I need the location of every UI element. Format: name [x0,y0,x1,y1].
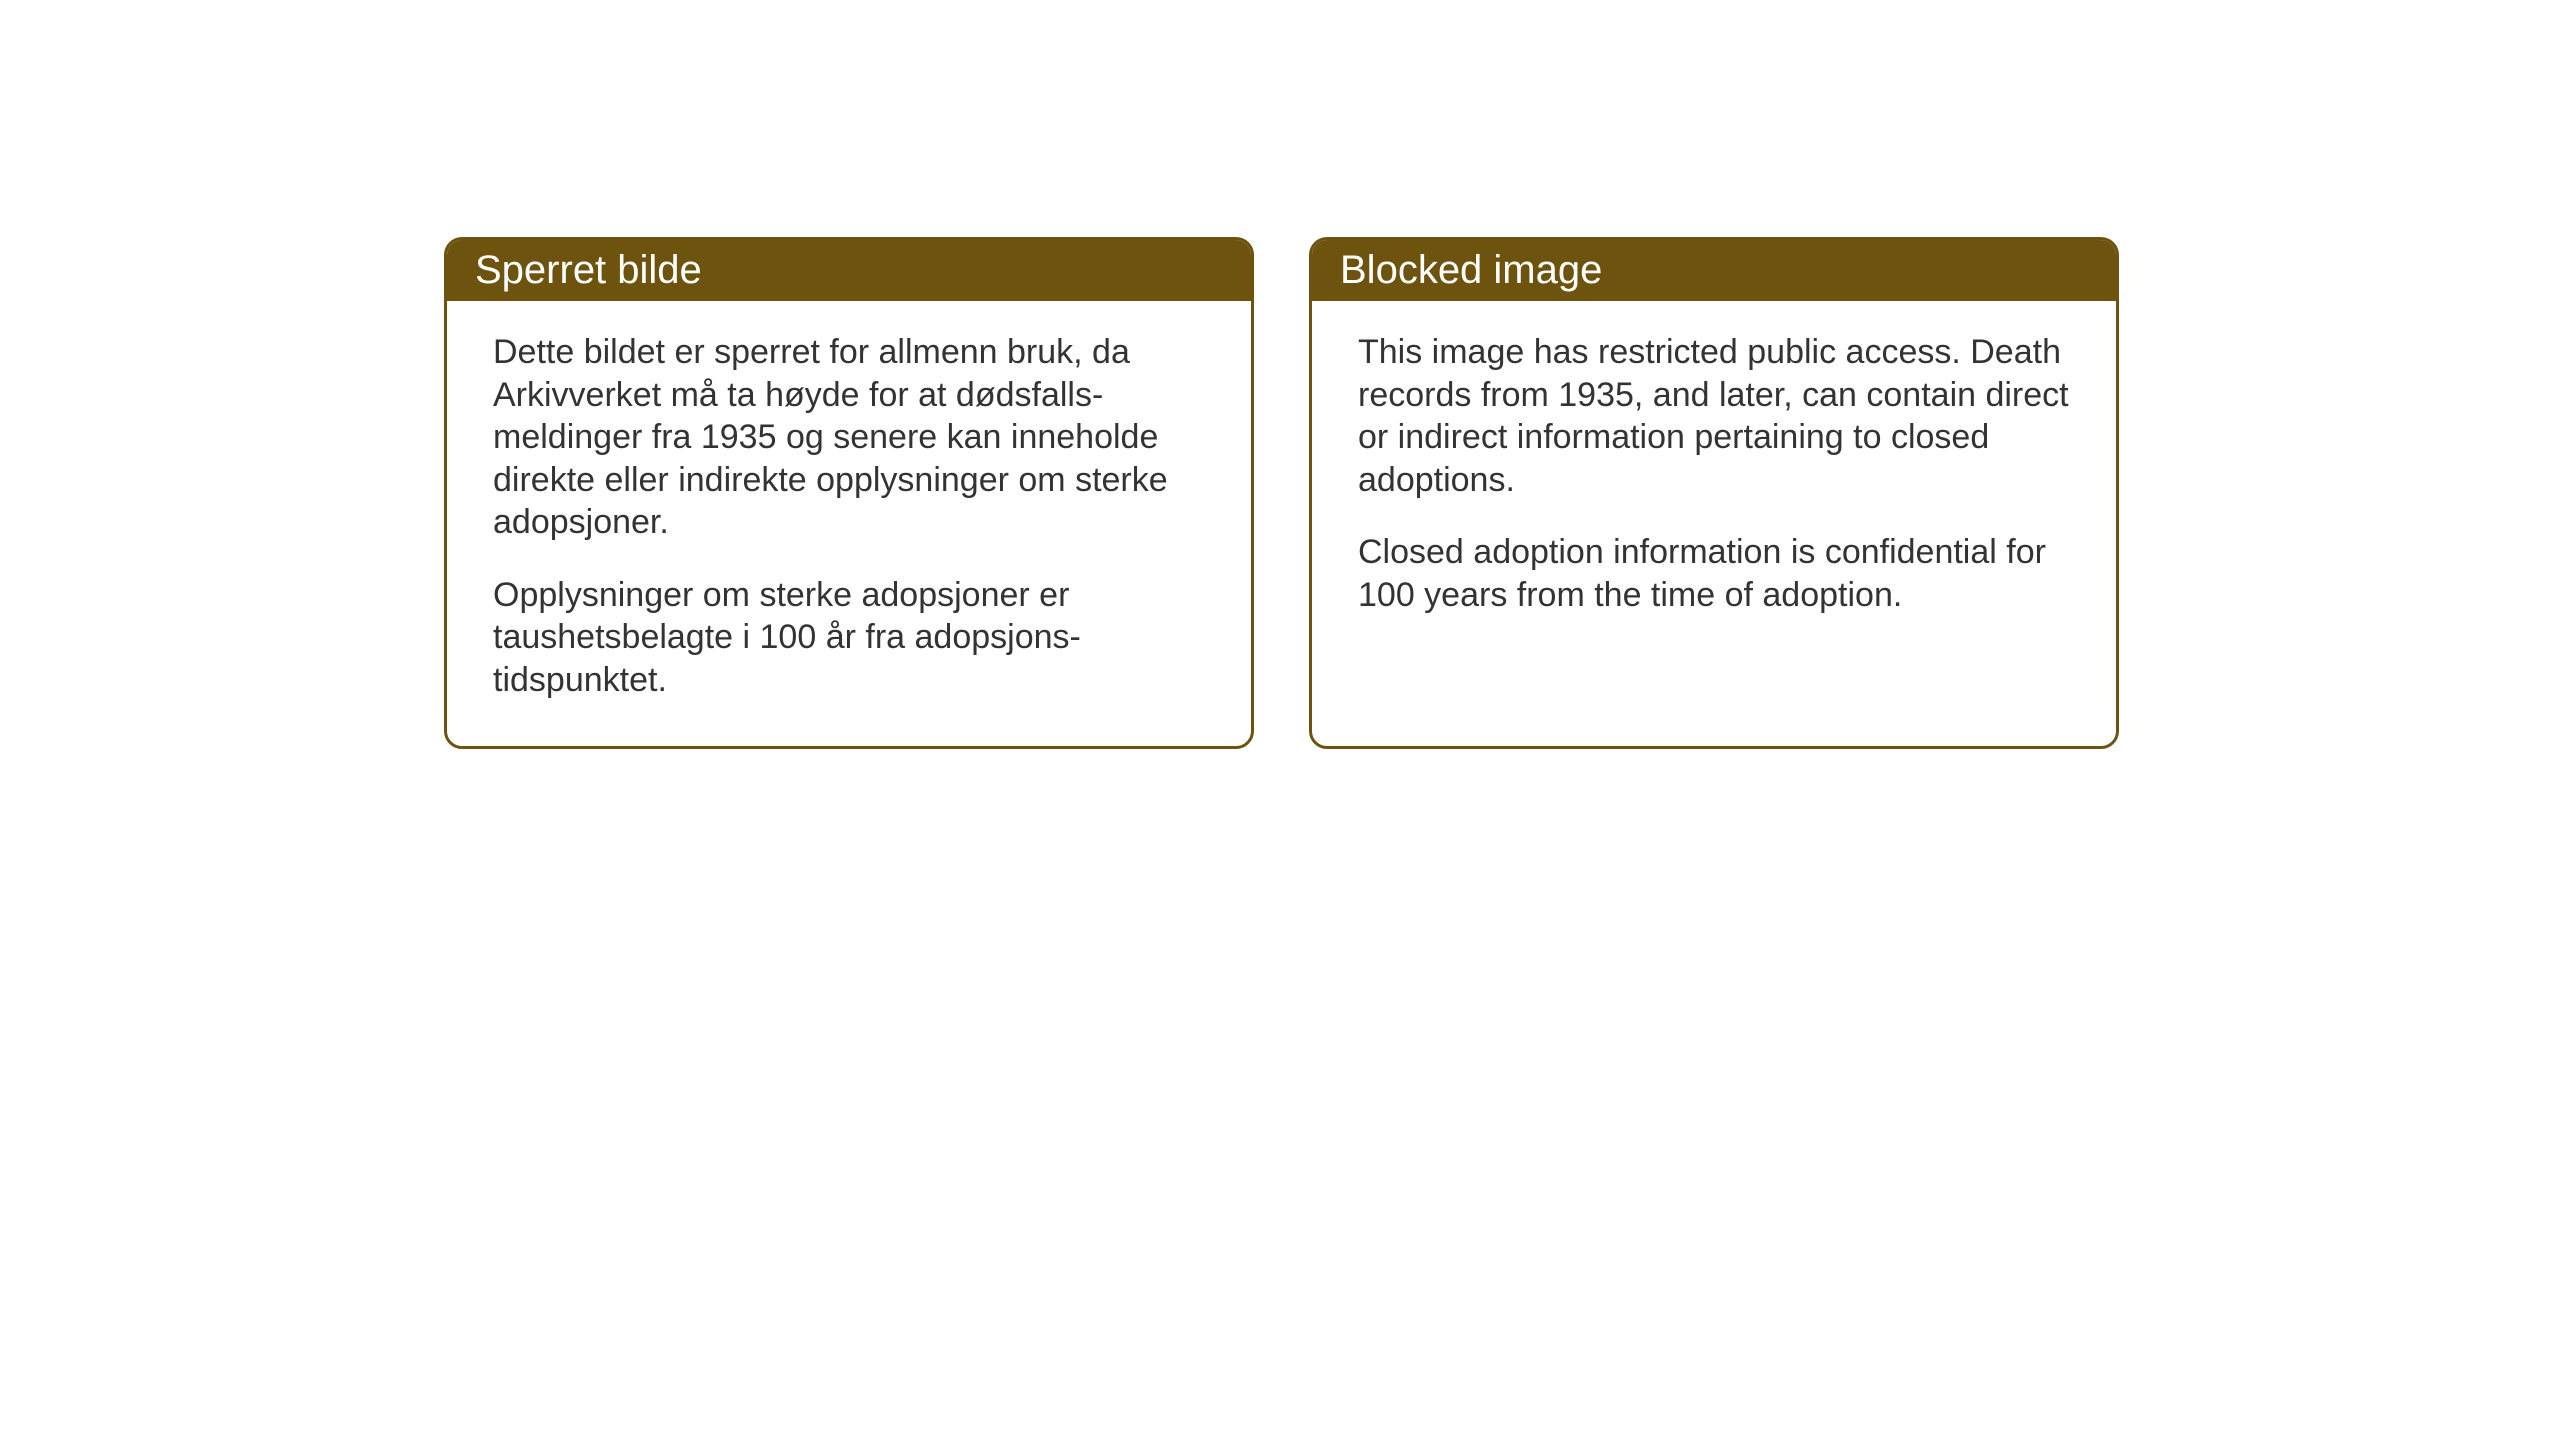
notice-card-norwegian: Sperret bilde Dette bildet er sperret fo… [444,237,1254,749]
card-title: Sperret bilde [475,248,702,292]
card-title: Blocked image [1340,248,1602,292]
card-header-english: Blocked image [1312,240,2116,301]
card-paragraph-2: Closed adoption information is confident… [1358,531,2070,616]
notice-card-english: Blocked image This image has restricted … [1309,237,2119,749]
card-paragraph-1: Dette bildet er sperret for allmenn bruk… [493,331,1205,544]
notice-cards-container: Sperret bilde Dette bildet er sperret fo… [444,237,2119,749]
card-body-english: This image has restricted public access.… [1312,301,2116,656]
card-header-norwegian: Sperret bilde [447,240,1251,301]
card-paragraph-2: Opplysninger om sterke adopsjoner er tau… [493,574,1205,702]
card-paragraph-1: This image has restricted public access.… [1358,331,2070,501]
card-body-norwegian: Dette bildet er sperret for allmenn bruk… [447,301,1251,741]
